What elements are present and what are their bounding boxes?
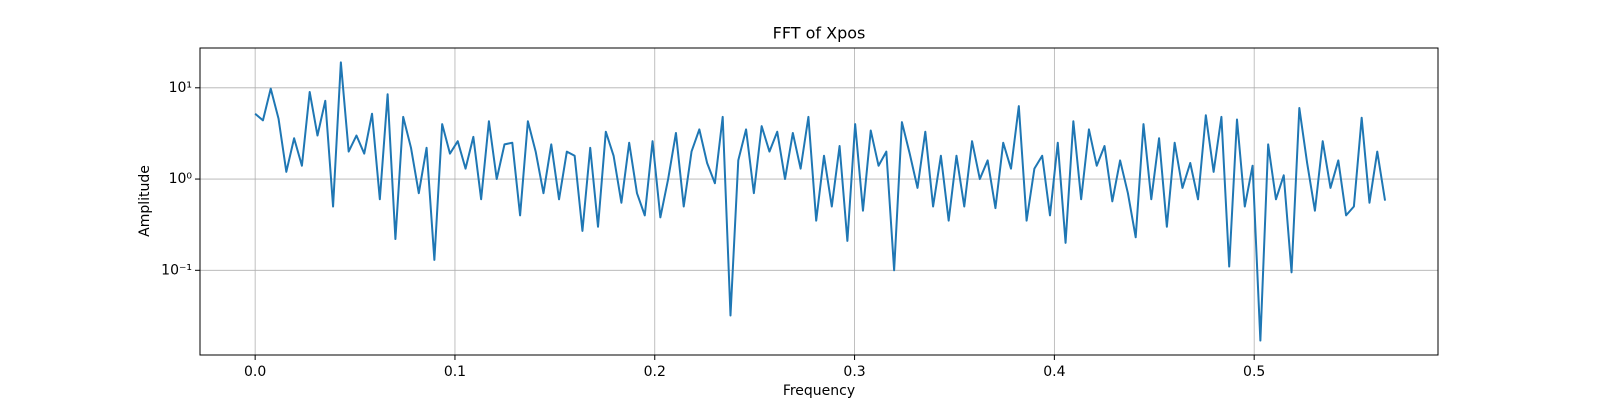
x-tick-label: 0.2 xyxy=(644,364,666,380)
axes-frame xyxy=(199,47,1439,356)
x-tick-label: 0.3 xyxy=(843,364,865,380)
y-tick-label: 10⁰ xyxy=(169,171,193,187)
x-tick-label: 0.1 xyxy=(444,364,466,380)
x-tick-label: 0.5 xyxy=(1243,364,1265,380)
y-tick-label: 10¹ xyxy=(169,80,192,96)
x-tick-label: 0.4 xyxy=(1043,364,1065,380)
x-axis-label: Frequency xyxy=(783,383,855,399)
y-axis-label: Amplitude xyxy=(137,165,153,237)
y-tick-label: 10⁻¹ xyxy=(161,262,192,278)
x-tick-label: 0.0 xyxy=(244,364,266,380)
chart-title: FFT of Xpos xyxy=(773,24,866,43)
data-line xyxy=(254,61,1387,342)
